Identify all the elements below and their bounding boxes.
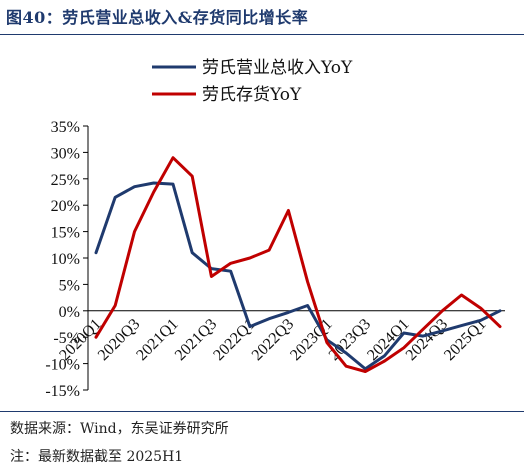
chart-series <box>94 156 502 373</box>
y-tick-label: 5% <box>59 277 80 294</box>
y-tick-label: 35% <box>51 119 80 136</box>
y-tick-label: 10% <box>51 251 80 268</box>
data-cutoff-note: 注：最新数据截至 2025H1 <box>10 449 184 465</box>
figure-title: 图40：劳氏营业总收入&存货同比增长率 <box>6 8 309 27</box>
chart-legend: 劳氏营业总收入YoY 劳氏存货YoY <box>152 58 353 105</box>
x-tick-label: 2021Q1 <box>133 316 181 364</box>
y-tick-label: -10% <box>45 357 80 374</box>
chart-axes: 35%30%25%20%15%10%5%0%-5%-10%-15%2020Q12… <box>45 119 505 400</box>
series-line-inventory <box>94 156 502 373</box>
y-tick-label: 0% <box>59 304 80 321</box>
y-tick-label: 15% <box>51 225 80 242</box>
series-line-revenue <box>94 181 502 371</box>
y-tick-label: 30% <box>51 145 80 162</box>
y-tick-label: -15% <box>45 383 80 400</box>
x-tick-label: 2025Q1 <box>441 316 489 364</box>
x-tick-label: 2021Q3 <box>172 316 220 364</box>
x-tick-label: 2022Q1 <box>210 316 258 364</box>
footer-divider <box>0 411 524 412</box>
y-tick-label: -5% <box>53 330 80 347</box>
y-tick-label: 25% <box>51 172 80 189</box>
line-chart: 35%30%25%20%15%10%5%0%-5%-10%-15%2020Q12… <box>45 58 505 400</box>
x-tick-label: 2020Q3 <box>95 316 143 364</box>
title-divider <box>0 34 524 35</box>
y-tick-label: 20% <box>51 198 80 215</box>
legend-label: 劳氏营业总收入YoY <box>202 58 353 78</box>
source-note: 数据来源：Wind，东吴证券研究所 <box>10 421 229 437</box>
legend-label: 劳氏存货YoY <box>202 85 302 105</box>
